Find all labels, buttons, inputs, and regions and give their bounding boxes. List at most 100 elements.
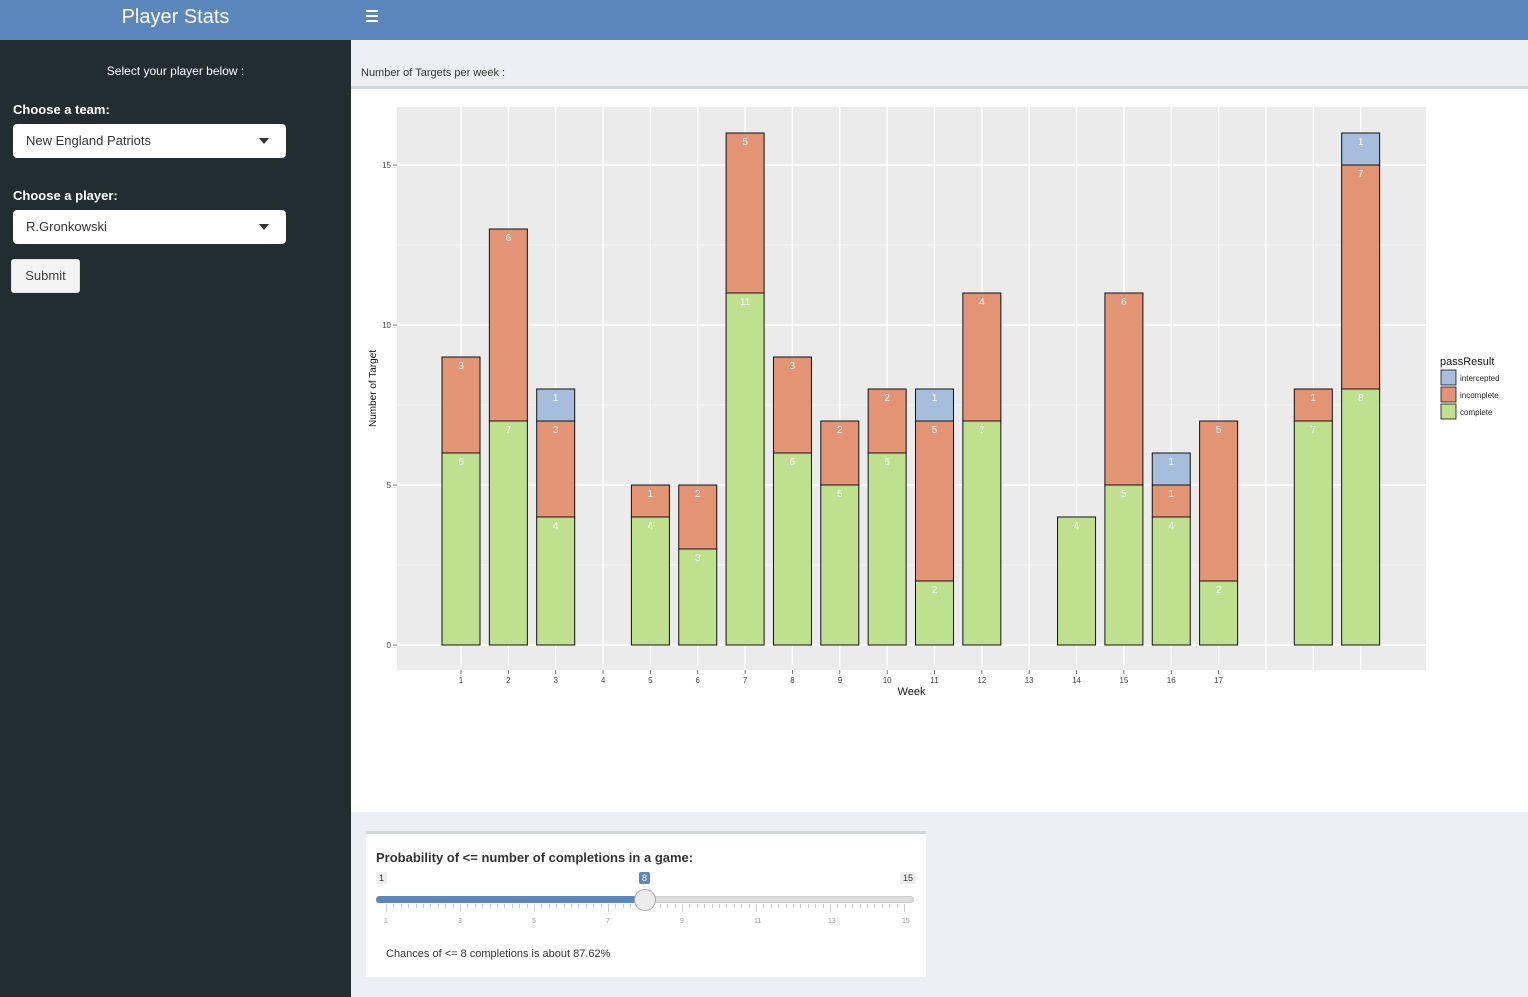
legend-label-complete: complete <box>1460 408 1493 417</box>
legend-title: passResult <box>1440 356 1494 368</box>
slider-tick <box>837 904 839 908</box>
bar-data-label: 7 <box>979 425 985 436</box>
bar-data-label: 3 <box>790 361 796 372</box>
slider-tick <box>571 904 572 908</box>
legend-label-intercepted: intercepted <box>1460 374 1500 383</box>
legend-key-incomplete <box>1440 386 1457 403</box>
bar-data-label: 5 <box>1121 489 1127 500</box>
bar-data-label: 2 <box>1216 585 1222 596</box>
bar-segment-intercepted <box>536 388 576 422</box>
bar-segment-incomplete <box>488 228 528 422</box>
slider-tick <box>474 904 476 908</box>
x-tick-label: 2 <box>506 676 511 685</box>
bar-segment-complete <box>725 292 765 646</box>
bar-data-label: 6 <box>790 457 796 468</box>
bar-segment-incomplete <box>915 420 954 582</box>
x-tick-label: 3 <box>553 676 558 685</box>
bar-segment-complete <box>772 452 812 646</box>
plot-panel-header: Number of Targets per week : <box>351 40 1528 89</box>
slider-tick <box>556 904 558 908</box>
bar-segment-complete <box>962 420 1002 646</box>
sidebar-toggle-icon[interactable] <box>366 10 378 22</box>
slider-tick <box>511 904 513 908</box>
slider-tick <box>504 904 506 908</box>
bar-segment-complete <box>441 452 481 646</box>
slider-tick <box>519 904 521 908</box>
slider-tick <box>748 904 750 908</box>
bar-data-label: 5 <box>837 489 843 500</box>
bar-segment-incomplete <box>678 484 718 550</box>
chevron-down-icon <box>259 224 269 230</box>
x-tick-label: 16 <box>1167 676 1176 685</box>
bar-segment-incomplete <box>820 420 860 486</box>
x-tick-label: 9 <box>838 676 843 685</box>
probability-result-text: Chances of <= 8 completions is about 87.… <box>386 948 611 960</box>
bar-segment-incomplete <box>772 356 812 454</box>
slider-tick <box>600 904 602 908</box>
bar-segment-incomplete <box>867 388 907 454</box>
bar-data-label: 5 <box>932 425 938 436</box>
x-tick-label: 1 <box>459 676 464 685</box>
bar-data-label: 1 <box>1168 489 1174 500</box>
chevron-down-icon <box>259 138 269 144</box>
team-select-label: Choose a team: <box>13 102 110 117</box>
x-tick-label: 4 <box>601 676 606 685</box>
slider-tick <box>585 904 587 908</box>
bar-data-label: 11 <box>740 297 751 308</box>
bar-data-label: 4 <box>1074 521 1080 532</box>
player-select[interactable]: R.Gronkowski <box>13 210 286 244</box>
slider-tick <box>800 904 802 908</box>
slider-min-label: 1 <box>376 872 388 884</box>
bar-data-label: 3 <box>553 425 559 436</box>
bar-data-label: 7 <box>1358 169 1364 180</box>
slider-tick <box>896 904 898 908</box>
bar-segment-complete <box>820 484 860 646</box>
slider-tick <box>704 904 706 908</box>
bar-segment-complete <box>488 420 528 646</box>
slider-tick <box>482 904 484 908</box>
slider-tick <box>497 904 498 908</box>
x-tick-label: 12 <box>977 676 986 685</box>
bar-segment-incomplete <box>1199 420 1239 582</box>
bar-data-label: 4 <box>648 521 654 532</box>
x-tick-label: 6 <box>696 676 701 685</box>
team-select[interactable]: New England Patriots <box>13 124 286 158</box>
team-select-value: New England Patriots <box>26 133 152 148</box>
slider-tick <box>615 904 617 908</box>
slider-tick <box>541 904 543 908</box>
slider-tick-label: 11 <box>754 918 762 925</box>
slider-tick <box>689 904 691 908</box>
bar-segment-incomplete <box>536 420 576 518</box>
slider-tick <box>393 904 395 908</box>
bar-data-label: 4 <box>553 521 559 532</box>
y-tick-label: 0 <box>387 641 392 650</box>
slider-tick-label: 5 <box>532 918 536 925</box>
bar-data-label: 8 <box>1358 393 1364 404</box>
slider-tick <box>741 904 743 908</box>
slider-tick-label: 13 <box>828 918 836 925</box>
bar-data-label: 6 <box>884 457 890 468</box>
player-select-label: Choose a player: <box>13 188 118 203</box>
legend-key-intercepted <box>1440 369 1457 386</box>
slider-tick-label: 9 <box>680 918 684 925</box>
bar-data-label: 1 <box>932 393 938 404</box>
slider-tick <box>526 904 528 908</box>
sidebar-intro-text: Select your player below : <box>106 64 245 78</box>
bar-segment-complete <box>630 516 670 646</box>
slider-tick <box>815 904 817 908</box>
app-title: Player Stats <box>0 0 351 40</box>
slider-tick <box>696 904 698 908</box>
bar-data-label: 6 <box>458 457 464 468</box>
submit-button[interactable]: Submit <box>11 259 80 293</box>
y-tick-label: 10 <box>382 321 391 330</box>
x-tick-label: 13 <box>1025 676 1034 685</box>
slider-tick <box>852 904 854 908</box>
slider-tick <box>467 904 469 908</box>
slider-tick <box>534 904 535 912</box>
x-tick-label: 15 <box>1119 676 1128 685</box>
slider-handle[interactable] <box>634 889 656 911</box>
x-tick-label: 7 <box>743 676 748 685</box>
bar-segment-complete <box>1199 580 1239 646</box>
bar-segment-incomplete <box>1341 164 1381 390</box>
